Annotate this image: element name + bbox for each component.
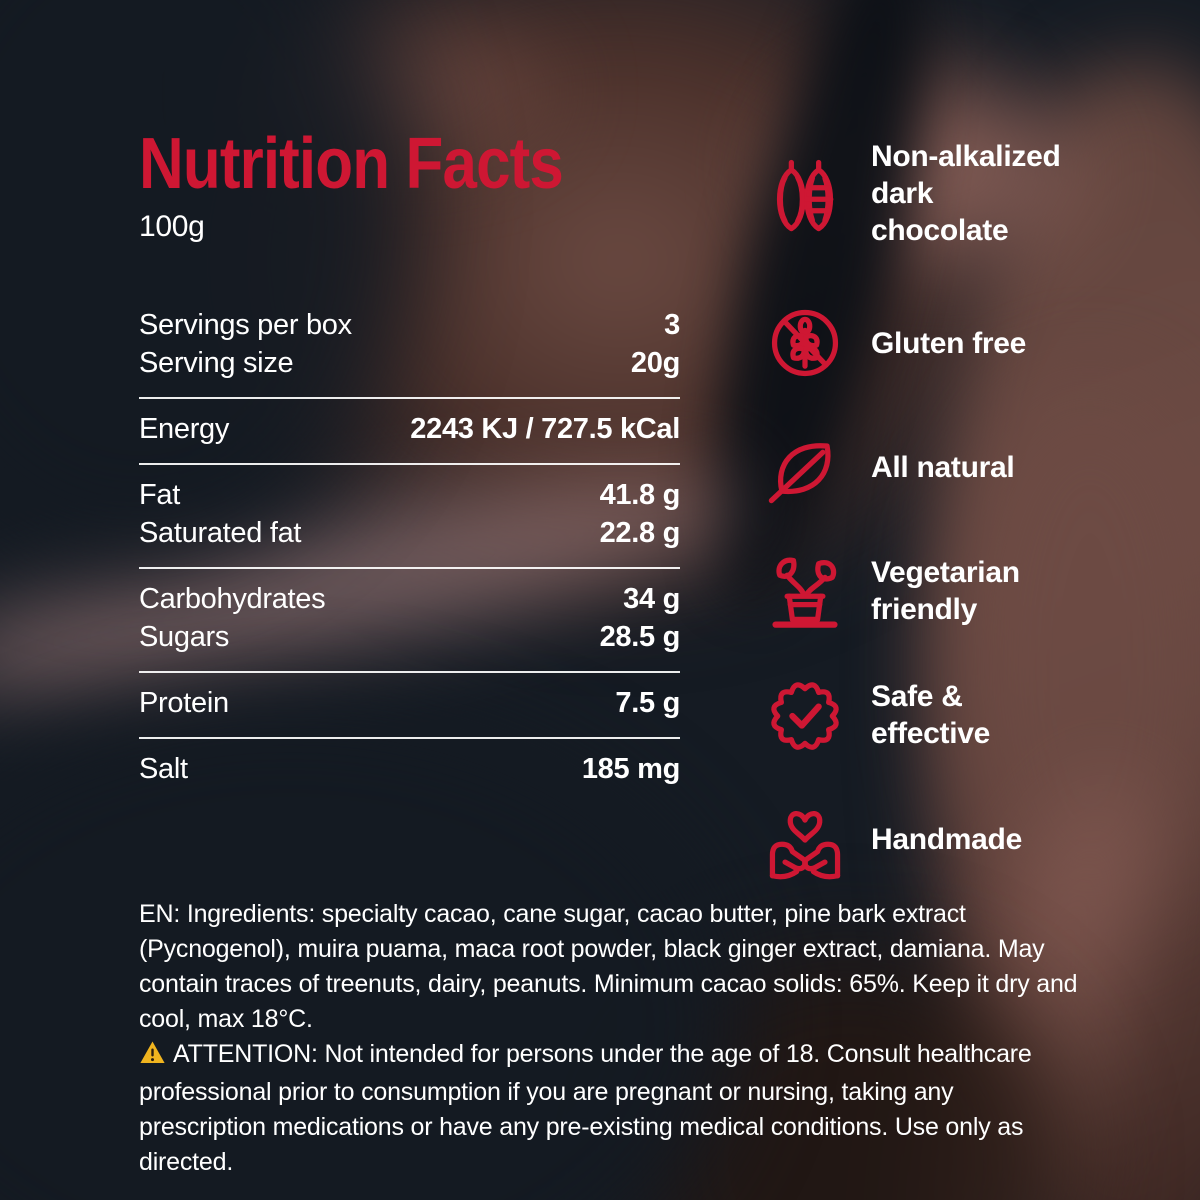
table-row: Serving size 20g bbox=[139, 344, 680, 382]
row-value: 185 mg bbox=[581, 753, 680, 785]
feature-item: All natural bbox=[763, 425, 1103, 509]
table-section: Salt 185 mg bbox=[139, 739, 680, 803]
row-value: 7.5 g bbox=[615, 687, 680, 719]
row-label: Sugars bbox=[139, 621, 230, 653]
leaf-icon bbox=[763, 425, 847, 509]
divider bbox=[139, 397, 680, 399]
feature-item: Non-alkalized dark chocolate bbox=[763, 138, 1103, 249]
feature-list: Non-alkalized dark chocolate bbox=[763, 138, 1103, 921]
table-section: Protein 7.5 g bbox=[139, 673, 680, 737]
table-section: Carbohydrates 34 g Sugars 28.5 g bbox=[139, 569, 680, 671]
nutrition-table: Servings per box 3 Serving size 20g Ener… bbox=[139, 306, 680, 803]
feature-label: Handmade bbox=[871, 822, 1022, 856]
row-value: 2243 KJ / 727.5 kCal bbox=[410, 413, 680, 445]
row-value: 34 g bbox=[623, 583, 680, 615]
divider bbox=[139, 671, 680, 673]
sprout-pot-icon bbox=[763, 549, 847, 633]
table-row: Salt 185 mg bbox=[139, 750, 680, 788]
row-value: 20g bbox=[630, 347, 680, 379]
row-label: Salt bbox=[139, 753, 188, 785]
row-label: Saturated fat bbox=[139, 517, 302, 549]
row-value: 3 bbox=[664, 309, 680, 341]
table-row: Protein 7.5 g bbox=[139, 684, 680, 722]
table-row: Fat 41.8 g bbox=[139, 476, 680, 514]
feature-label: Gluten free bbox=[871, 326, 1027, 360]
cacao-pods-icon bbox=[763, 152, 847, 236]
attention-text: ATTENTION: Not intended for persons unde… bbox=[139, 1040, 1032, 1176]
feature-label: All natural bbox=[871, 450, 1015, 484]
ingredients-text: EN: Ingredients: specialty cacao, cane s… bbox=[139, 900, 1078, 1033]
serving-weight: 100g bbox=[139, 210, 205, 243]
feature-label: Safe & effective bbox=[871, 680, 991, 750]
table-row: Carbohydrates 34 g bbox=[139, 580, 680, 618]
hands-heart-icon bbox=[763, 797, 847, 881]
table-section: Fat 41.8 g Saturated fat 22.8 g bbox=[139, 465, 680, 567]
row-label: Servings per box bbox=[139, 309, 352, 341]
row-label: Fat bbox=[139, 479, 180, 511]
feature-label: Vegetarian friendly bbox=[871, 556, 1020, 626]
row-value: 28.5 g bbox=[599, 621, 681, 653]
table-section: Servings per box 3 Serving size 20g bbox=[139, 306, 680, 397]
table-row: Energy 2243 KJ / 727.5 kCal bbox=[139, 410, 680, 448]
feature-item: Vegetarian friendly bbox=[763, 549, 1103, 633]
table-section: Energy 2243 KJ / 727.5 kCal bbox=[139, 399, 680, 463]
row-label: Protein bbox=[139, 687, 229, 719]
footer-text: EN: Ingredients: specialty cacao, cane s… bbox=[139, 897, 1079, 1180]
divider bbox=[139, 463, 680, 465]
row-label: Energy bbox=[139, 413, 230, 445]
row-value: 22.8 g bbox=[599, 517, 681, 549]
warning-triangle-icon bbox=[139, 1040, 166, 1075]
badge-check-icon bbox=[763, 673, 847, 757]
table-row: Sugars 28.5 g bbox=[139, 618, 680, 656]
table-row: Saturated fat 22.8 g bbox=[139, 514, 680, 552]
feature-label: Non-alkalized dark chocolate bbox=[871, 140, 1061, 247]
table-row: Servings per box 3 bbox=[139, 306, 680, 344]
page-title: Nutrition Facts bbox=[139, 124, 564, 204]
row-label: Carbohydrates bbox=[139, 583, 326, 615]
divider bbox=[139, 737, 680, 739]
row-value: 41.8 g bbox=[599, 479, 681, 511]
feature-item: Handmade bbox=[763, 797, 1103, 881]
row-label: Serving size bbox=[139, 347, 294, 379]
divider bbox=[139, 567, 680, 569]
feature-item: Gluten free bbox=[763, 301, 1103, 385]
gluten-free-icon bbox=[763, 301, 847, 385]
feature-item: Safe & effective bbox=[763, 673, 1103, 757]
